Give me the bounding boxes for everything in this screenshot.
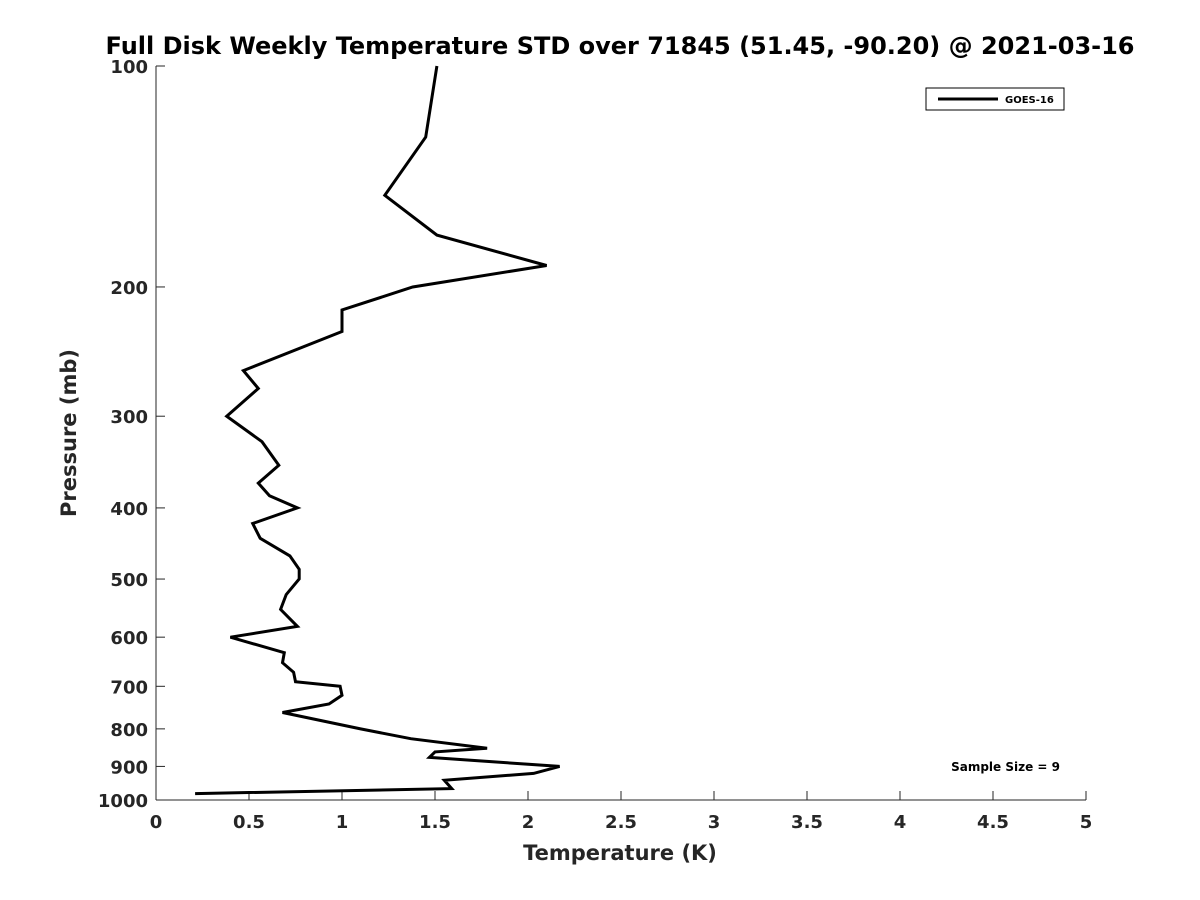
y-tick-label: 900 xyxy=(110,757,148,778)
y-tick-label: 200 xyxy=(110,278,148,299)
x-tick-label: 2.5 xyxy=(605,812,637,833)
x-tick-label: 5 xyxy=(1080,812,1093,833)
series-line-goes16 xyxy=(195,65,560,796)
y-tick-label: 100 xyxy=(110,57,148,78)
sample-size-annotation: Sample Size = 9 xyxy=(951,760,1060,774)
x-tick-label: 3.5 xyxy=(791,812,823,833)
chart-title: Full Disk Weekly Temperature STD over 71… xyxy=(106,32,1135,60)
x-tick-label: 4 xyxy=(894,812,907,833)
x-tick-label: 3 xyxy=(708,812,721,833)
x-tick-label: 0.5 xyxy=(233,812,265,833)
y-tick-label: 600 xyxy=(110,628,148,649)
y-tick-label: 700 xyxy=(110,677,148,698)
y-tick-label: 400 xyxy=(110,499,148,520)
x-tick-label: 0 xyxy=(150,812,163,833)
legend-entry-goes16: GOES-16 xyxy=(1005,95,1054,106)
y-axis-label: Pressure (mb) xyxy=(57,349,81,517)
x-tick-label: 2 xyxy=(522,812,535,833)
y-tick-label: 300 xyxy=(110,407,148,428)
x-tick-label: 1.5 xyxy=(419,812,451,833)
x-tick-label: 4.5 xyxy=(977,812,1009,833)
y-tick-label: 1000 xyxy=(98,791,148,812)
axis-ticks: 0 0.5 1 1.5 2 2.5 3 3.5 4 4.5 5 100 200 300 400 500 600 7… xyxy=(98,57,1092,833)
y-tick-label: 500 xyxy=(110,570,148,591)
y-tick-label: 800 xyxy=(110,720,148,741)
x-tick-label: 1 xyxy=(336,812,349,833)
legend: GOES-16 xyxy=(925,87,1065,111)
x-axis-label: Temperature (K) xyxy=(523,841,717,865)
